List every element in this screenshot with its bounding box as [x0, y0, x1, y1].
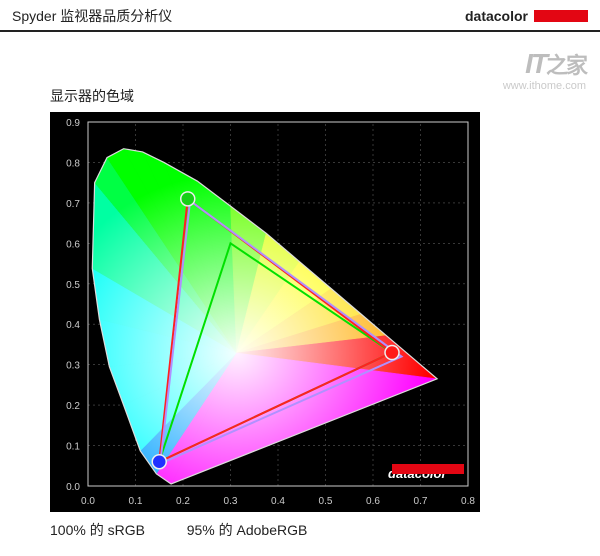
svg-text:0.8: 0.8 [461, 496, 475, 507]
svg-text:0.8: 0.8 [66, 158, 80, 169]
svg-text:0.4: 0.4 [66, 320, 80, 331]
svg-text:0.1: 0.1 [66, 442, 80, 453]
svg-text:0.6: 0.6 [66, 239, 80, 250]
svg-text:0.9: 0.9 [66, 118, 80, 129]
result-srgb: 100% 的 sRGB [50, 522, 145, 538]
svg-text:0.6: 0.6 [366, 496, 380, 507]
watermark: IT之家 www.ithome.com [503, 48, 586, 92]
svg-text:0.2: 0.2 [176, 496, 190, 507]
watermark-url: www.ithome.com [503, 80, 586, 92]
svg-text:0.3: 0.3 [224, 496, 238, 507]
svg-text:0.7: 0.7 [414, 496, 428, 507]
svg-text:0.2: 0.2 [66, 401, 80, 412]
brand-color-bar [534, 10, 588, 22]
primary-marker [152, 455, 166, 469]
svg-text:0.4: 0.4 [271, 496, 285, 507]
primary-marker [181, 192, 195, 206]
chart-brand-bar [392, 464, 464, 474]
svg-text:0.5: 0.5 [66, 280, 80, 291]
app-title: Spyder 监视器品质分析仪 [12, 6, 172, 26]
results-line: 100% 的 sRGB 95% 的 AdobeRGB [50, 520, 600, 540]
gamut-chart: 0.0 0.1 0.2 0.3 0.4 0.5 0.6 0.7 0.8 0.0 0.1 0.2 0.3 0… [50, 112, 480, 512]
svg-text:0.5: 0.5 [319, 496, 333, 507]
chart-svg: 0.0 0.1 0.2 0.3 0.4 0.5 0.6 0.7 0.8 0.0 0.1 0.2 0.3 0… [50, 112, 480, 512]
svg-text:0.7: 0.7 [66, 199, 80, 210]
result-adobergb: 95% 的 AdobeRGB [187, 522, 308, 538]
header-bar: Spyder 监视器品质分析仪 datacolor [0, 0, 600, 32]
svg-text:0.3: 0.3 [66, 361, 80, 372]
brand: datacolor [465, 8, 588, 24]
svg-text:0.0: 0.0 [66, 482, 80, 493]
svg-text:0.0: 0.0 [81, 496, 95, 507]
primary-marker [385, 346, 399, 360]
watermark-logo: IT之家 [503, 48, 586, 80]
svg-text:0.1: 0.1 [129, 496, 143, 507]
brand-name: datacolor [465, 8, 528, 24]
